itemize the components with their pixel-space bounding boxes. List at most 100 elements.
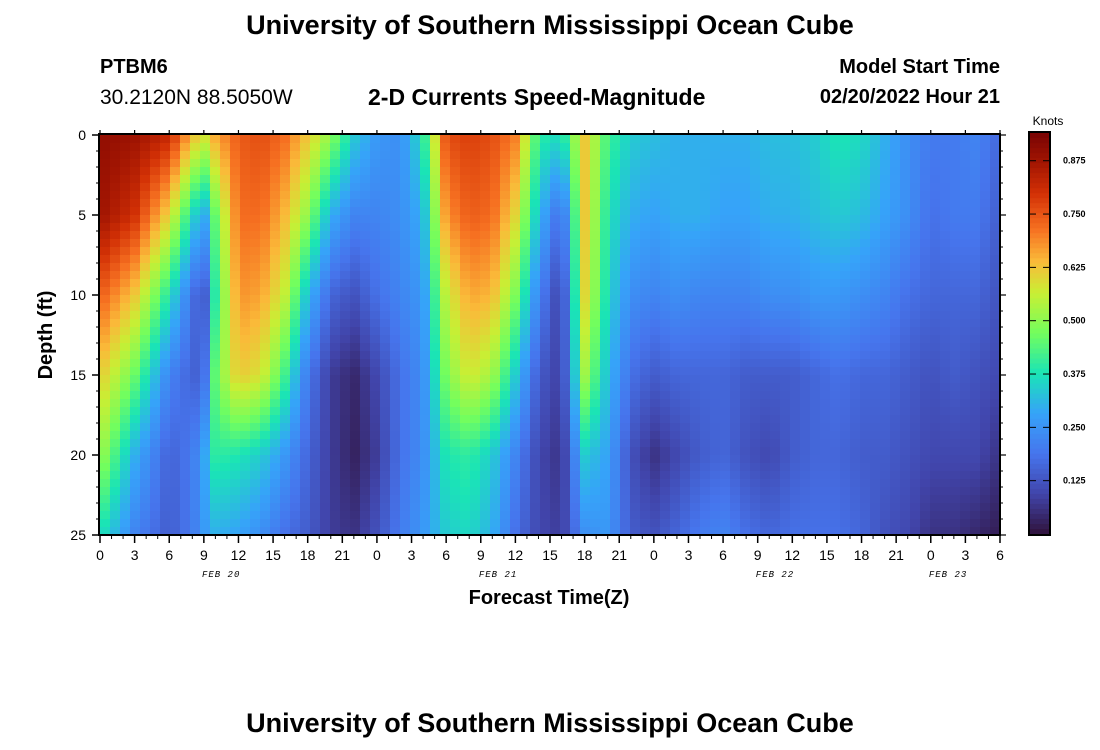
heatmap-cell [190, 335, 201, 344]
heatmap-cell [260, 247, 271, 256]
heatmap-cell [970, 191, 981, 200]
heatmap-cell [480, 367, 491, 376]
heatmap-cell [360, 343, 371, 352]
heatmap-cell [890, 159, 901, 168]
heatmap-cell [570, 263, 581, 272]
heatmap-cell [350, 463, 361, 472]
colorbar-swatch [1030, 168, 1049, 174]
heatmap-cell [370, 439, 381, 448]
heatmap-cell [930, 511, 941, 520]
heatmap-cell [790, 447, 801, 456]
heatmap-cell [500, 519, 511, 528]
heatmap-cell [340, 279, 351, 288]
heatmap-cell [130, 487, 141, 496]
heatmap-cell [680, 143, 691, 152]
heatmap-cell [820, 159, 831, 168]
heatmap-cell [840, 375, 851, 384]
heatmap-cell [450, 159, 461, 168]
heatmap-cell [570, 367, 581, 376]
heatmap-cell [790, 487, 801, 496]
heatmap-cell [480, 239, 491, 248]
heatmap-cell [620, 519, 631, 528]
heatmap-cell [130, 311, 141, 320]
heatmap-cell [550, 247, 561, 256]
heatmap-cell [740, 287, 751, 296]
heatmap-cell [650, 367, 661, 376]
heatmap-cell [770, 335, 781, 344]
heatmap-cell [600, 463, 611, 472]
heatmap-cell [410, 335, 421, 344]
heatmap-cell [900, 215, 911, 224]
heatmap-cell [720, 135, 731, 144]
heatmap-cell [900, 263, 911, 272]
heatmap-cell [590, 439, 601, 448]
heatmap-cell [990, 335, 1001, 344]
heatmap-cell [290, 423, 301, 432]
heatmap-cell [550, 167, 561, 176]
heatmap-cell [300, 375, 311, 384]
heatmap-cell [150, 199, 161, 208]
heatmap-cell [640, 207, 651, 216]
heatmap-cell [290, 143, 301, 152]
heatmap-cell [220, 215, 231, 224]
heatmap-cell [820, 191, 831, 200]
colorbar-swatch [1030, 353, 1049, 360]
heatmap-cell [710, 351, 721, 360]
heatmap-cell [810, 455, 821, 464]
heatmap-cell [480, 439, 491, 448]
heatmap-cell [390, 231, 401, 240]
heatmap-cell [330, 399, 341, 408]
heatmap-cell [310, 311, 321, 320]
heatmap-cell [770, 135, 781, 144]
heatmap-cell [670, 311, 681, 320]
heatmap-cell [350, 215, 361, 224]
heatmap-cell [520, 255, 531, 264]
heatmap-cell [460, 463, 471, 472]
heatmap-cell [120, 191, 131, 200]
heatmap-cell [460, 223, 471, 232]
heatmap-cell [870, 431, 881, 440]
heatmap-cell [310, 319, 321, 328]
heatmap-cell [780, 151, 791, 160]
heatmap-cell [330, 423, 341, 432]
heatmap-cell [260, 303, 271, 312]
heatmap-cell [690, 487, 701, 496]
heatmap-cell [500, 183, 511, 192]
heatmap-cell [720, 351, 731, 360]
heatmap-cell [360, 247, 371, 256]
heatmap-cell [750, 431, 761, 440]
heatmap-cell [740, 279, 751, 288]
heatmap-cell [840, 263, 851, 272]
heatmap-cell [690, 479, 701, 488]
heatmap-cell [320, 191, 331, 200]
heatmap-cell [240, 199, 251, 208]
heatmap-cell [970, 159, 981, 168]
heatmap-cell [900, 255, 911, 264]
heatmap-cell [820, 495, 831, 504]
heatmap-cell [300, 359, 311, 368]
heatmap-cell [350, 223, 361, 232]
heatmap-cell [190, 399, 201, 408]
heatmap-cell [670, 159, 681, 168]
heatmap-cell [890, 207, 901, 216]
heatmap-cell [840, 439, 851, 448]
heatmap-cell [990, 247, 1001, 256]
heatmap-cell [500, 479, 511, 488]
heatmap-cell [890, 183, 901, 192]
heatmap-cell [270, 247, 281, 256]
heatmap-cell [960, 431, 971, 440]
heatmap-cell [640, 399, 651, 408]
heatmap-cell [450, 367, 461, 376]
heatmap-cell [210, 319, 221, 328]
heatmap-cell [910, 423, 921, 432]
heatmap-cell [860, 511, 871, 520]
heatmap-cell [340, 303, 351, 312]
heatmap-cell [420, 191, 431, 200]
heatmap-cell [650, 463, 661, 472]
heatmap-cell [460, 343, 471, 352]
heatmap-cell [900, 407, 911, 416]
heatmap-cell [510, 463, 521, 472]
heatmap-cell [330, 351, 341, 360]
heatmap-cell [520, 503, 531, 512]
heatmap-cell [460, 367, 471, 376]
